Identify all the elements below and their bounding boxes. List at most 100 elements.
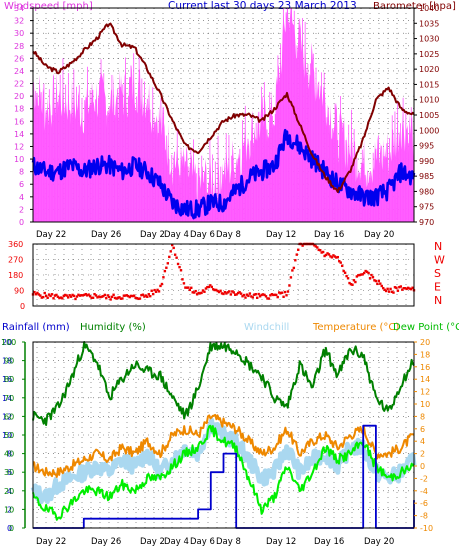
wind-direction-point (336, 255, 339, 259)
series-windchill (30, 417, 417, 505)
panel3-frame (32, 341, 415, 529)
wind-direction-point (56, 295, 60, 298)
wind-direction-point (83, 293, 86, 297)
wind-direction-point (144, 294, 148, 297)
wind-direction-point (171, 243, 174, 247)
wind-direction-point (150, 289, 153, 292)
wind-direction-point (258, 295, 262, 298)
wind-direction-point (91, 296, 95, 300)
temperature-tick-label: 8 (420, 412, 425, 421)
wind-direction-point (87, 293, 90, 296)
wind-direction-point (247, 294, 250, 298)
temperature-tick-label: 20 (420, 338, 430, 347)
wind-direction-point (231, 290, 234, 293)
wind-direction-point (52, 297, 55, 300)
temperature-tick-label: 14 (420, 375, 430, 384)
series-temperature (32, 413, 415, 478)
wind-direction-point (39, 294, 42, 297)
wind-direction-point (251, 296, 255, 299)
wind-direction-point (140, 293, 143, 297)
wind-direction-point (216, 289, 219, 293)
series-wind-average (31, 128, 416, 220)
windspeed-tick-label: 28 (14, 42, 24, 51)
wind-direction-point (185, 286, 189, 289)
wind-direction-point (364, 269, 367, 273)
rainfall-tick-label: 12 (2, 412, 12, 421)
wind-direction-point (411, 286, 414, 289)
wind-direction-point (295, 253, 298, 256)
barometer-tick-label: 975 (419, 203, 434, 212)
wind-direction-point (122, 294, 126, 297)
panel3-x-tick-label: Day 6 (190, 537, 215, 547)
wind-direction-point (36, 291, 39, 295)
wind-direction-point (256, 296, 259, 300)
wind-direction-point (50, 293, 54, 296)
wind-direction-point (402, 287, 405, 290)
wind-direction-point (49, 294, 52, 298)
panel1-x-tick-label: Day 2 (140, 230, 165, 240)
windspeed-tick-label: 0 (19, 218, 24, 227)
wind-direction-point (109, 298, 112, 301)
temperature-tick-label: 2 (420, 450, 425, 459)
wind-direction-point (280, 291, 284, 294)
wind-direction-point (405, 287, 408, 291)
wind-direction-point (157, 290, 161, 293)
wind-direction-point (408, 287, 411, 290)
wind-direction-point (297, 248, 300, 251)
wind-direction-point (105, 296, 108, 300)
wind-direction-point (97, 295, 101, 298)
wind-direction-point (238, 291, 241, 294)
wind-direction-point (137, 297, 140, 301)
wind-direction-point (165, 266, 168, 269)
wind-direction-point (384, 289, 388, 293)
wind-direction-point (354, 280, 357, 284)
wind-direction-point (367, 271, 370, 275)
wind-direction-point (360, 273, 363, 276)
panel1-x-tick-label: Day 4 (164, 230, 189, 240)
wind-direction-point (78, 294, 82, 297)
wind-direction-point (115, 297, 118, 300)
barometer-tick-label: 1020 (419, 65, 439, 74)
wind-direction-point (153, 288, 156, 292)
windspeed-tick-label: 14 (14, 130, 24, 139)
wind-direction-point (160, 282, 164, 286)
wind-direction-point (200, 291, 203, 295)
wind-direction-point (188, 288, 191, 292)
rainfall-axis-label: Rainfall (mm) (2, 322, 70, 333)
wind-direction-point (192, 291, 196, 294)
wind-direction-point (377, 279, 381, 283)
wind-direction-point (283, 290, 287, 294)
wind-direction-point (173, 253, 177, 256)
wind-direction-point (254, 292, 257, 296)
panel3-x-tick-label: Day 26 (91, 537, 121, 547)
direction-tick-label: 90 (14, 287, 24, 296)
wind-direction-point (46, 296, 49, 299)
barometer-tick-label: 1035 (419, 19, 439, 28)
temperature-tick-label: 10 (420, 400, 430, 409)
wind-direction-point (128, 295, 131, 299)
wind-direction-point (374, 279, 378, 283)
wind-direction-point (61, 297, 64, 300)
barometer-tick-label: 1030 (419, 35, 439, 44)
wind-direction-point (113, 296, 117, 300)
compass-label-w: W (434, 254, 445, 267)
wind-direction-point (348, 281, 351, 285)
wind-direction-point (201, 289, 205, 292)
wind-direction-point (317, 248, 320, 252)
windspeed-tick-label: 24 (14, 67, 24, 76)
wind-direction-point (398, 285, 401, 289)
wind-direction-point (321, 250, 325, 254)
wind-direction-point (81, 294, 85, 297)
wind-direction-point (219, 289, 222, 293)
barometer-tick-label: 1010 (419, 96, 439, 105)
windspeed-tick-label: 16 (14, 117, 24, 126)
wind-direction-point (77, 293, 80, 297)
wind-direction-point (47, 293, 51, 296)
temperature-tick-label: 0 (420, 462, 425, 471)
dewpoint-legend-label: Dew Point (°C (393, 322, 459, 333)
windspeed-axis-label: Windspeed [mph] (4, 1, 93, 12)
wind-direction-point (343, 271, 347, 274)
wind-direction-point (373, 279, 376, 282)
wind-direction-point (383, 288, 386, 292)
